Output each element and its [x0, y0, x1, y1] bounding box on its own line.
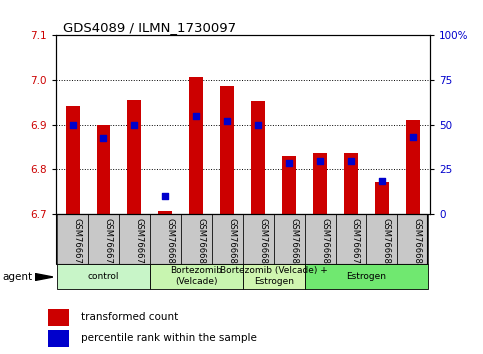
Bar	[150, 264, 242, 289]
Bar	[406, 120, 420, 214]
Point	[378, 178, 386, 183]
Text: GSM766684: GSM766684	[227, 218, 236, 269]
Bar	[128, 100, 142, 214]
Bar	[57, 214, 88, 264]
Text: transformed count: transformed count	[81, 312, 178, 322]
Text: GSM766676: GSM766676	[72, 218, 82, 269]
Text: GSM766678: GSM766678	[134, 218, 143, 269]
Text: Estrogen: Estrogen	[346, 272, 386, 281]
Text: GSM766685: GSM766685	[258, 218, 267, 269]
Text: GDS4089 / ILMN_1730097: GDS4089 / ILMN_1730097	[63, 21, 236, 34]
Text: GSM766680: GSM766680	[382, 218, 391, 269]
Point	[223, 118, 231, 124]
Bar	[189, 77, 203, 214]
Text: GSM766679: GSM766679	[351, 218, 360, 269]
Text: GSM766677: GSM766677	[103, 218, 113, 269]
Point	[192, 113, 200, 119]
Text: GSM766686: GSM766686	[289, 218, 298, 269]
Text: GSM766683: GSM766683	[196, 218, 205, 269]
Bar	[181, 214, 212, 264]
Point	[69, 122, 76, 128]
Bar	[66, 105, 80, 214]
Point	[409, 134, 417, 140]
Bar	[242, 214, 274, 264]
Point	[285, 160, 293, 166]
Point	[130, 122, 138, 128]
Text: percentile rank within the sample: percentile rank within the sample	[81, 333, 257, 343]
Point	[316, 159, 324, 164]
Text: agent: agent	[2, 272, 32, 282]
Bar	[313, 153, 327, 214]
Polygon shape	[35, 274, 53, 280]
Bar	[305, 264, 428, 289]
Point	[99, 135, 107, 141]
Bar	[344, 153, 358, 214]
Bar	[88, 214, 119, 264]
Bar	[48, 330, 69, 347]
Bar	[274, 214, 305, 264]
Text: Bortezomib (Velcade) +
Estrogen: Bortezomib (Velcade) + Estrogen	[220, 267, 327, 286]
Bar	[242, 264, 305, 289]
Bar	[97, 125, 111, 214]
Bar	[282, 156, 296, 214]
Point	[161, 194, 169, 199]
Bar	[48, 309, 69, 326]
Bar	[398, 214, 428, 264]
Bar	[305, 214, 336, 264]
Bar	[150, 214, 181, 264]
Bar	[212, 214, 242, 264]
Point	[255, 122, 262, 128]
Bar	[367, 214, 398, 264]
Bar	[336, 214, 367, 264]
Bar	[57, 264, 150, 289]
Text: control: control	[88, 272, 119, 281]
Bar	[220, 86, 234, 214]
Text: Bortezomib
(Velcade): Bortezomib (Velcade)	[170, 267, 222, 286]
Text: GSM766681: GSM766681	[413, 218, 422, 269]
Bar	[119, 214, 150, 264]
Bar	[375, 182, 389, 214]
Point	[347, 159, 355, 164]
Bar	[251, 101, 265, 214]
Text: GSM766687: GSM766687	[320, 218, 329, 269]
Bar	[158, 211, 172, 214]
Text: GSM766682: GSM766682	[165, 218, 174, 269]
